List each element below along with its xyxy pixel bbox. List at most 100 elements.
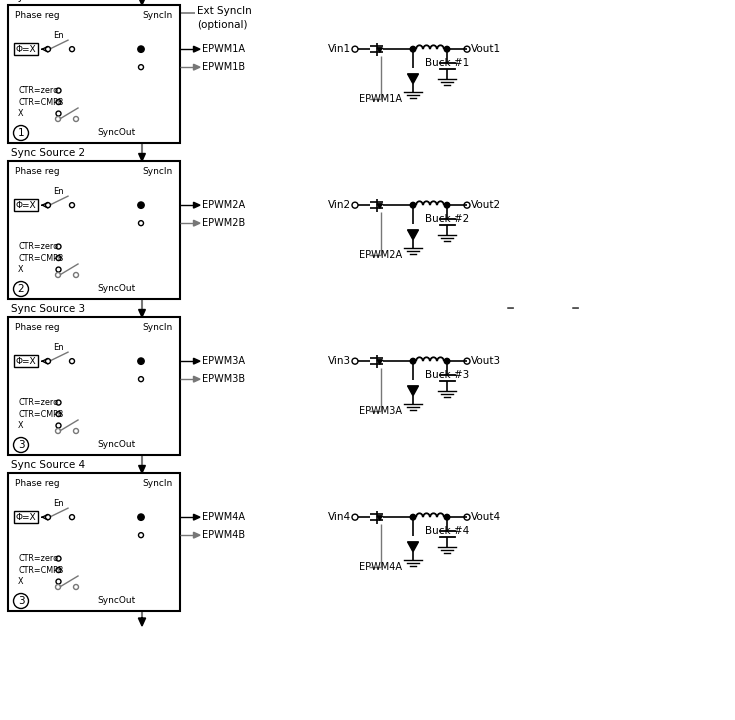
Text: Vin3: Vin3 <box>328 356 351 366</box>
Text: Buck #1: Buck #1 <box>425 58 469 68</box>
Text: EPWM3B: EPWM3B <box>202 374 245 384</box>
Polygon shape <box>193 377 200 382</box>
Bar <box>8 473 180 611</box>
Polygon shape <box>193 514 200 520</box>
Text: CTR=zero: CTR=zero <box>18 398 58 407</box>
Bar <box>8 317 180 455</box>
Text: Sync Source 2: Sync Source 2 <box>11 148 85 158</box>
Text: 3: 3 <box>18 596 24 606</box>
Text: Buck #2: Buck #2 <box>425 214 469 224</box>
Text: SyncOut: SyncOut <box>98 440 136 449</box>
Circle shape <box>444 514 450 520</box>
Polygon shape <box>193 64 200 70</box>
Text: EPWM1A: EPWM1A <box>359 94 402 104</box>
Circle shape <box>137 358 144 364</box>
Text: Buck #4: Buck #4 <box>425 526 469 536</box>
Polygon shape <box>193 532 200 538</box>
Circle shape <box>137 514 144 521</box>
Text: (optional): (optional) <box>197 20 248 30</box>
Text: Sync Source 4: Sync Source 4 <box>11 460 85 470</box>
Polygon shape <box>139 0 146 5</box>
Text: SyncIn: SyncIn <box>143 323 173 332</box>
Text: Φ=X: Φ=X <box>15 356 36 366</box>
Text: SyncIn: SyncIn <box>143 167 173 176</box>
Text: SyncIn: SyncIn <box>143 479 173 488</box>
Text: EPWM2B: EPWM2B <box>202 218 245 228</box>
Text: Phase reg: Phase reg <box>15 323 60 332</box>
Text: -: - <box>506 296 514 320</box>
Text: Vin2: Vin2 <box>328 200 351 210</box>
Text: En: En <box>53 343 63 352</box>
Circle shape <box>137 46 144 53</box>
Polygon shape <box>138 618 146 626</box>
Text: EPWM2A: EPWM2A <box>202 200 245 210</box>
Circle shape <box>444 46 450 52</box>
Polygon shape <box>408 542 418 552</box>
Text: CTR=zero: CTR=zero <box>18 86 58 95</box>
Text: En: En <box>53 499 63 508</box>
Text: EPWM3A: EPWM3A <box>359 406 402 416</box>
Text: Phase reg: Phase reg <box>15 11 60 20</box>
Bar <box>14 356 38 367</box>
Polygon shape <box>408 74 418 84</box>
Circle shape <box>137 202 144 208</box>
Text: Vout2: Vout2 <box>471 200 501 210</box>
Text: EPWM1A: EPWM1A <box>202 44 245 54</box>
Text: Phase reg: Phase reg <box>15 167 60 176</box>
Text: 2: 2 <box>18 284 24 294</box>
Bar <box>14 199 38 211</box>
Text: SyncIn: SyncIn <box>143 11 173 20</box>
Text: Vout4: Vout4 <box>471 512 501 522</box>
Circle shape <box>410 359 416 364</box>
Text: En: En <box>53 187 63 196</box>
Text: EPWM2A: EPWM2A <box>359 250 402 260</box>
Text: CTR=zero: CTR=zero <box>18 242 58 251</box>
Text: 1: 1 <box>18 128 24 138</box>
Text: Sync Source 1: Sync Source 1 <box>11 0 85 2</box>
Text: X: X <box>18 109 24 118</box>
Bar <box>14 43 38 55</box>
Text: Ext SyncIn: Ext SyncIn <box>197 6 252 16</box>
Text: Vin1: Vin1 <box>328 44 351 54</box>
Polygon shape <box>408 387 418 396</box>
Bar <box>8 5 180 143</box>
Circle shape <box>444 202 450 208</box>
Polygon shape <box>139 466 146 473</box>
Text: -: - <box>570 296 580 320</box>
Circle shape <box>410 514 416 520</box>
Polygon shape <box>408 230 418 240</box>
Circle shape <box>410 202 416 208</box>
Text: SyncOut: SyncOut <box>98 596 136 605</box>
Text: X: X <box>18 421 24 430</box>
Text: EPWM1B: EPWM1B <box>202 62 245 72</box>
Text: 3: 3 <box>18 440 24 450</box>
Text: Vout3: Vout3 <box>471 356 501 366</box>
Text: SyncOut: SyncOut <box>98 128 136 137</box>
Text: Vout1: Vout1 <box>471 44 501 54</box>
Text: Φ=X: Φ=X <box>15 45 36 54</box>
Text: Sync Source 3: Sync Source 3 <box>11 304 85 314</box>
Text: CTR=zero: CTR=zero <box>18 554 58 563</box>
Text: EPWM4A: EPWM4A <box>202 512 245 522</box>
Polygon shape <box>139 153 146 161</box>
Polygon shape <box>193 359 200 364</box>
Polygon shape <box>377 360 382 364</box>
Text: X: X <box>18 577 24 586</box>
Bar <box>14 511 38 523</box>
Text: Vin4: Vin4 <box>328 512 351 522</box>
Polygon shape <box>377 516 382 521</box>
Text: CTR=CMPB: CTR=CMPB <box>18 410 63 418</box>
Text: EPWM4A: EPWM4A <box>359 562 402 572</box>
Polygon shape <box>139 310 146 317</box>
Polygon shape <box>377 48 382 53</box>
Text: SyncOut: SyncOut <box>98 284 136 293</box>
Text: X: X <box>18 265 24 274</box>
Text: Φ=X: Φ=X <box>15 201 36 210</box>
Text: CTR=CMPB: CTR=CMPB <box>18 565 63 575</box>
Text: En: En <box>53 31 63 40</box>
Polygon shape <box>377 204 382 208</box>
Text: Φ=X: Φ=X <box>15 513 36 522</box>
Circle shape <box>444 359 450 364</box>
Bar <box>8 161 180 299</box>
Text: CTR=CMPB: CTR=CMPB <box>18 97 63 107</box>
